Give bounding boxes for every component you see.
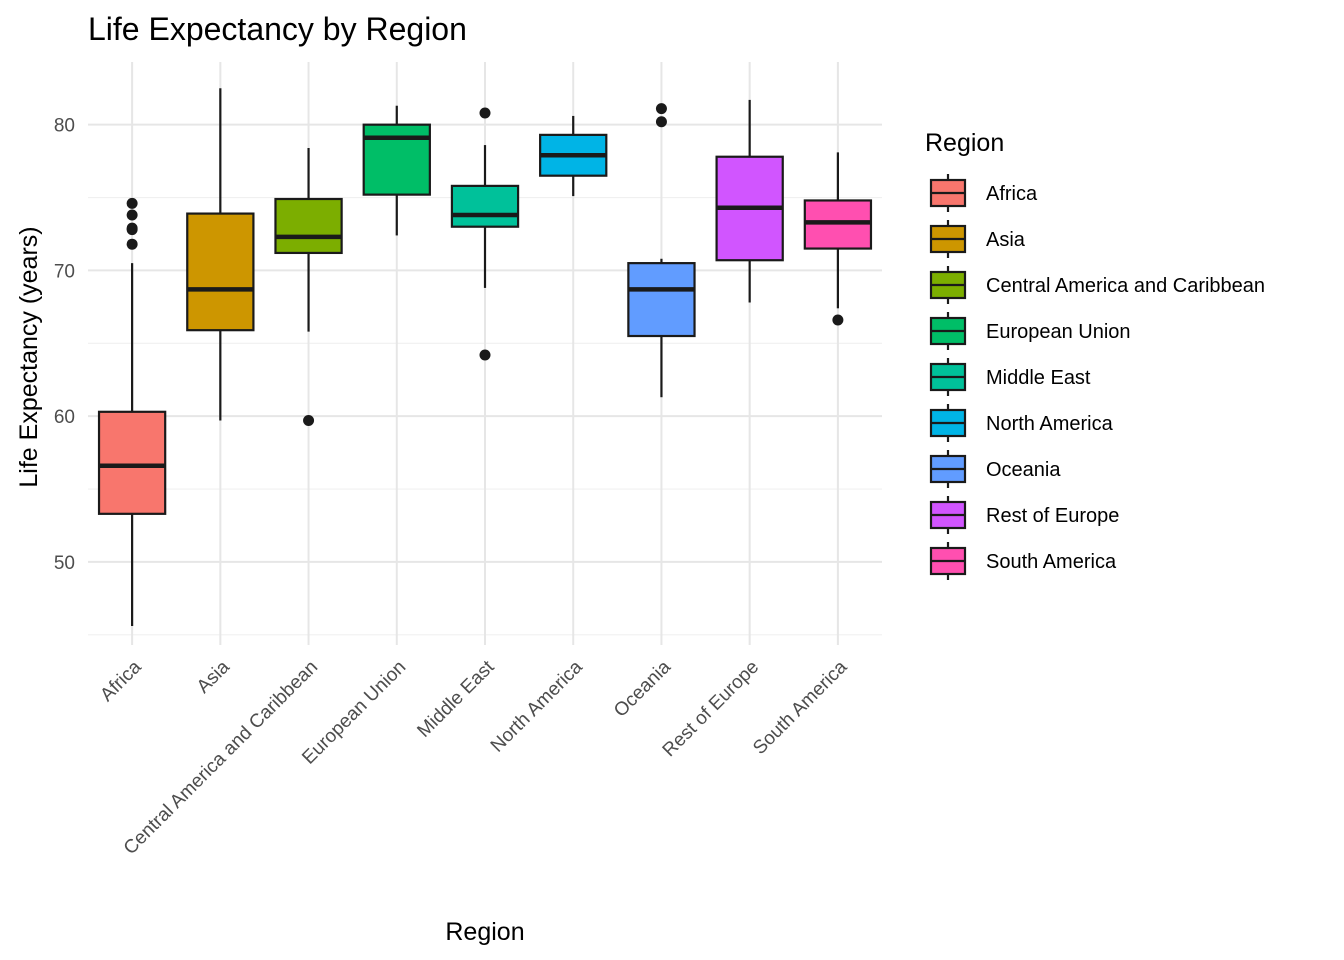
outlier-point xyxy=(479,349,491,361)
legend-items: Africa Asia Central America and Caribbean E… xyxy=(929,174,1265,580)
x-tick-label: North America xyxy=(487,656,587,756)
box-asia xyxy=(186,88,255,421)
chart-title: Life Expectancy by Region xyxy=(88,11,467,47)
legend-item: European Union xyxy=(929,312,1131,350)
legend-item: Oceania xyxy=(929,450,1061,488)
x-tick-label: Africa xyxy=(96,656,145,705)
legend-item: Rest of Europe xyxy=(929,496,1119,534)
legend-label: North America xyxy=(986,413,1114,435)
outlier-point xyxy=(479,107,491,119)
box-oceania xyxy=(627,103,696,398)
x-axis-title: Region xyxy=(445,918,524,946)
box-iqr xyxy=(362,123,431,196)
outlier-point xyxy=(655,116,667,128)
legend-label: Central America and Caribbean xyxy=(986,275,1265,297)
outlier-point xyxy=(832,314,844,326)
x-tick-label: Central America and Caribbean xyxy=(120,657,322,859)
x-tick-label: Rest of Europe xyxy=(659,657,763,761)
y-tick-label: 50 xyxy=(54,553,75,574)
legend-label: South America xyxy=(986,551,1117,573)
outlier-point xyxy=(126,197,138,209)
y-axis-ticks: 50 60 70 80 xyxy=(54,116,75,574)
legend-label: Rest of Europe xyxy=(986,505,1119,527)
box-european-union xyxy=(362,105,431,236)
box-south-america xyxy=(803,152,873,326)
box-iqr xyxy=(97,410,167,515)
outlier-point xyxy=(655,103,667,115)
outlier-point xyxy=(126,209,138,221)
legend-item: Asia xyxy=(929,220,1026,258)
legend-label: Middle East xyxy=(986,367,1091,389)
y-axis-title: Life Expectancy (years) xyxy=(15,226,43,487)
legend-label: European Union xyxy=(986,321,1131,343)
legend-title: Region xyxy=(925,129,1004,157)
box-iqr xyxy=(627,262,696,338)
outlier-point xyxy=(126,222,138,234)
x-tick-label: South America xyxy=(749,656,852,759)
box-iqr xyxy=(274,197,343,255)
box-north-america xyxy=(539,115,608,197)
box-iqr xyxy=(186,212,255,332)
outlier-point xyxy=(126,238,138,250)
legend-label: Asia xyxy=(986,229,1026,251)
y-tick-label: 60 xyxy=(54,407,75,428)
legend-item: Central America and Caribbean xyxy=(929,266,1265,304)
legend-item: South America xyxy=(929,542,1117,580)
y-tick-label: 80 xyxy=(54,116,75,137)
y-tick-label: 70 xyxy=(54,261,75,282)
x-tick-label: Middle East xyxy=(413,656,499,742)
legend-item: North America xyxy=(929,404,1114,442)
legend-item: Middle East xyxy=(929,358,1091,396)
legend: Region Africa Asia Central America and Car… xyxy=(925,129,1265,580)
x-tick-label: Oceania xyxy=(610,656,675,721)
box-africa xyxy=(97,197,167,627)
box-middle-east xyxy=(450,107,520,361)
legend-item: Africa xyxy=(929,174,1038,212)
legend-label: Oceania xyxy=(986,459,1061,481)
legend-label: Africa xyxy=(986,183,1038,205)
box-central-america-and-caribbean xyxy=(274,147,343,427)
x-tick-label: Asia xyxy=(193,656,234,697)
outlier-point xyxy=(303,415,315,427)
box-rest-of-europe xyxy=(715,99,784,303)
box-iqr xyxy=(450,184,520,228)
boxes xyxy=(97,88,873,627)
